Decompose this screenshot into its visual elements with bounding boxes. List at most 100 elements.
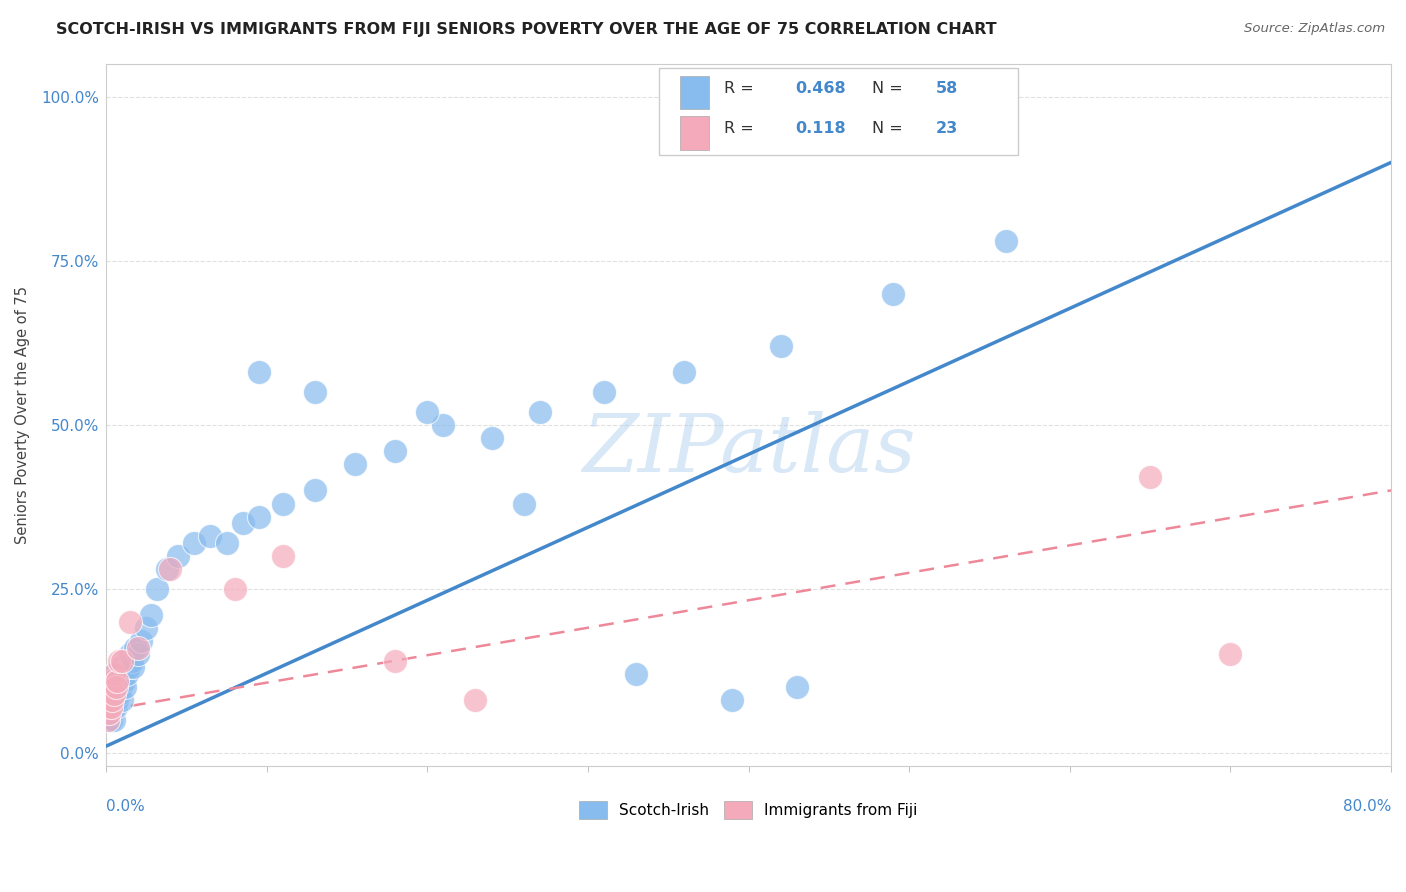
Point (1219, 648, 1241, 662)
Point (108, 687, 131, 701)
Point (769, 339, 792, 353)
Point (110, 680, 132, 694)
Point (111, 660, 134, 674)
Point (529, 405, 551, 419)
Point (101, 680, 124, 694)
Point (183, 536, 205, 550)
Point (124, 640, 146, 655)
Point (100, 680, 122, 694)
Point (156, 562, 179, 576)
Point (117, 660, 139, 674)
Point (271, 549, 294, 563)
Point (104, 699, 127, 714)
Point (103, 687, 125, 701)
Text: 0.468: 0.468 (794, 81, 845, 95)
Point (1139, 470, 1161, 484)
Point (127, 648, 149, 662)
Point (104, 673, 127, 688)
Point (167, 549, 190, 563)
Point (304, 483, 326, 498)
Point (101, 693, 124, 707)
Point (105, 673, 128, 688)
Point (100, 713, 122, 727)
Point (111, 654, 134, 668)
FancyBboxPatch shape (681, 116, 709, 150)
Point (247, 365, 270, 379)
Point (97, 699, 120, 714)
Point (464, 693, 486, 707)
Point (271, 496, 294, 510)
Point (384, 444, 406, 458)
Point (994, 234, 1017, 248)
Point (224, 582, 246, 596)
Point (105, 673, 128, 688)
Point (159, 562, 181, 576)
Y-axis label: Seniors Poverty Over the Age of 75: Seniors Poverty Over the Age of 75 (15, 286, 30, 544)
Point (100, 673, 122, 688)
Point (215, 536, 238, 550)
FancyBboxPatch shape (658, 68, 1018, 155)
Legend: Scotch-Irish, Immigrants from Fiji: Scotch-Irish, Immigrants from Fiji (574, 795, 924, 825)
Point (120, 615, 142, 629)
Text: 0.0%: 0.0% (105, 799, 145, 814)
Point (120, 648, 142, 662)
Point (343, 457, 366, 471)
Point (624, 667, 647, 681)
FancyBboxPatch shape (681, 76, 709, 110)
Point (103, 667, 125, 681)
Text: R =: R = (724, 81, 759, 95)
Point (108, 654, 131, 668)
Text: N =: N = (872, 81, 908, 95)
Point (127, 640, 149, 655)
Point (114, 680, 136, 694)
Text: R =: R = (724, 121, 763, 136)
Point (247, 509, 270, 524)
Point (103, 699, 125, 714)
Point (122, 660, 145, 674)
Point (304, 384, 326, 399)
Text: ZIPatlas: ZIPatlas (582, 411, 915, 489)
Point (100, 699, 122, 714)
Point (786, 680, 808, 694)
Point (721, 693, 744, 707)
Point (104, 687, 127, 701)
Text: 80.0%: 80.0% (1343, 799, 1391, 814)
Point (416, 405, 439, 419)
Point (100, 699, 122, 714)
Point (103, 713, 125, 727)
Point (98, 687, 121, 701)
Point (512, 496, 534, 510)
Point (103, 667, 125, 681)
Point (139, 607, 162, 622)
Text: 0.118: 0.118 (794, 121, 845, 136)
Point (103, 687, 125, 701)
Text: N =: N = (872, 121, 908, 136)
Point (673, 365, 696, 379)
Text: 23: 23 (936, 121, 959, 136)
Point (384, 654, 406, 668)
Point (101, 706, 124, 721)
Point (135, 621, 157, 635)
Point (105, 693, 128, 707)
Point (97, 713, 120, 727)
Point (200, 529, 222, 543)
Text: Source: ZipAtlas.com: Source: ZipAtlas.com (1244, 22, 1385, 36)
Point (97, 713, 120, 727)
Point (100, 687, 122, 701)
Point (593, 384, 616, 399)
Point (121, 654, 143, 668)
Point (112, 673, 135, 688)
Point (98, 680, 121, 694)
Point (101, 673, 124, 688)
Point (101, 693, 124, 707)
Point (97, 699, 120, 714)
Point (481, 431, 503, 445)
Point (98, 706, 121, 721)
Text: SCOTCH-IRISH VS IMMIGRANTS FROM FIJI SENIORS POVERTY OVER THE AGE OF 75 CORRELAT: SCOTCH-IRISH VS IMMIGRANTS FROM FIJI SEN… (56, 22, 997, 37)
Point (104, 680, 127, 694)
Point (432, 417, 454, 432)
Point (232, 516, 254, 531)
Point (108, 667, 131, 681)
Point (98, 706, 121, 721)
Point (146, 582, 169, 596)
